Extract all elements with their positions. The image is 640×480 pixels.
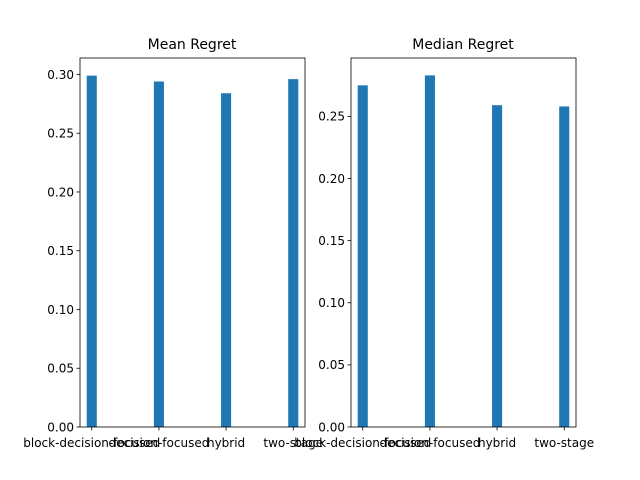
bar bbox=[153, 81, 164, 428]
bar bbox=[288, 79, 299, 427]
x-tick-label: decision-focused bbox=[109, 436, 210, 450]
x-tick-label: two-stage bbox=[534, 436, 594, 450]
y-tick-label: 0.15 bbox=[47, 244, 74, 258]
y-tick-label: 0.20 bbox=[318, 172, 345, 186]
bar bbox=[357, 85, 368, 427]
bar bbox=[221, 93, 232, 428]
chart-title: Median Regret bbox=[412, 37, 514, 53]
y-tick-label: 0.15 bbox=[318, 234, 345, 248]
axes-frame bbox=[350, 57, 577, 428]
x-tick-label: decision-focused bbox=[380, 436, 481, 450]
bar bbox=[559, 106, 570, 428]
chart-title: Mean Regret bbox=[148, 37, 237, 53]
y-tick-label: 0.25 bbox=[47, 127, 74, 141]
y-tick-label: 0.25 bbox=[318, 110, 345, 124]
y-tick-label: 0.10 bbox=[318, 296, 345, 310]
bar bbox=[86, 75, 97, 428]
median-regret-panel: Median Regret 0.00 0.05 0.10 0.15 0.20 0.25 bl… bbox=[294, 37, 594, 450]
mean-regret-panel: Mean Regret 0.00 0.05 0.10 0.15 0.20 0.25 0.30… bbox=[23, 37, 323, 450]
x-tick-label: hybrid bbox=[207, 436, 245, 450]
bar bbox=[424, 75, 435, 428]
bar bbox=[492, 105, 503, 427]
y-tick-label: 0.10 bbox=[47, 303, 74, 317]
axes-frame bbox=[79, 57, 306, 428]
x-tick-label: block-decision-focused bbox=[294, 436, 431, 450]
y-tick-label: 0.05 bbox=[318, 358, 345, 372]
y-tick-label: 0.30 bbox=[47, 68, 74, 82]
x-tick-label: block-decision-focused bbox=[23, 436, 160, 450]
y-tick-label: 0.20 bbox=[47, 185, 74, 199]
x-tick-label: hybrid bbox=[478, 436, 516, 450]
y-tick-label: 0.00 bbox=[318, 420, 345, 434]
y-tick-label: 0.00 bbox=[47, 420, 74, 434]
x-tick-label: two-stage bbox=[263, 436, 323, 450]
y-tick-label: 0.05 bbox=[47, 362, 74, 376]
